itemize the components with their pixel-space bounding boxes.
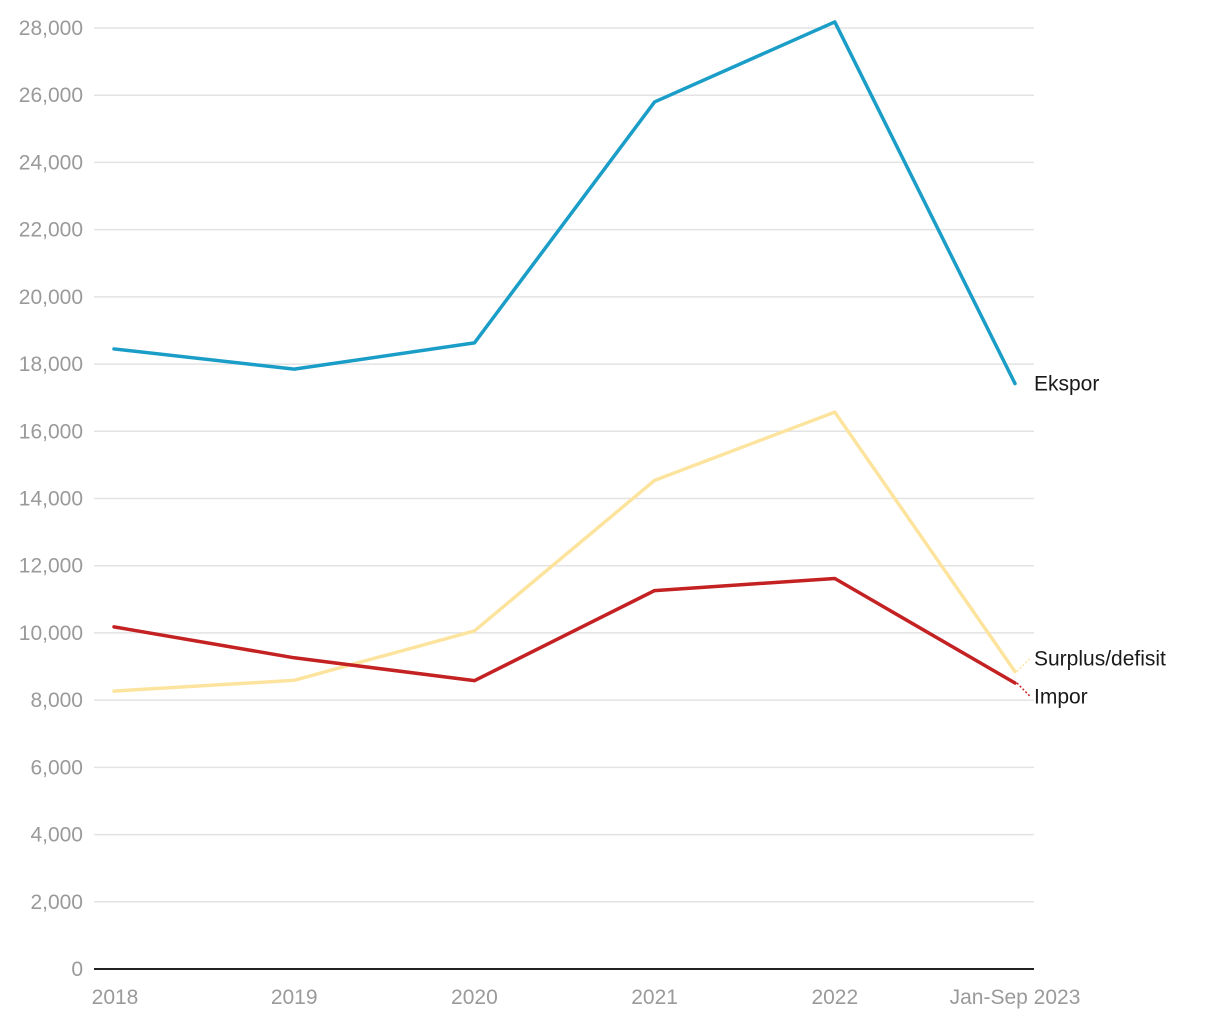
y-tick-label: 12,000 (19, 555, 83, 578)
x-tick-label: 2021 (631, 986, 678, 1009)
y-tick-label: 0 (71, 958, 83, 981)
y-tick-label: 18,000 (19, 353, 83, 376)
x-axis-tick-labels: 2018 2019 2020 2021 2022 Jan-Sep 2023 (92, 986, 1081, 1009)
y-axis-tick-labels: 0 2,000 4,000 6,000 8,000 10,000 12,000 14,000 1… (19, 17, 83, 981)
y-tick-label: 28,000 (19, 17, 83, 40)
y-tick-label: 24,000 (19, 151, 83, 174)
y-tick-label: 10,000 (19, 622, 83, 645)
series-label-connector-impor (1016, 682, 1031, 697)
series-lines (112, 20, 1017, 693)
series-label-ekspor: Ekspor (1034, 373, 1099, 396)
series-labels: Ekspor Surplus/defisit Impor (1016, 373, 1166, 708)
grid-lines (94, 27, 1034, 903)
x-tick-label: 2020 (451, 986, 498, 1009)
x-tick-label: 2018 (92, 986, 139, 1009)
series-line-ekspor (112, 20, 1017, 386)
y-tick-label: 6,000 (30, 756, 83, 779)
series-label-connector-surplus (1016, 657, 1031, 673)
y-tick-label: 4,000 (30, 824, 83, 847)
series-line-impor (112, 576, 1017, 685)
y-tick-label: 8,000 (30, 689, 83, 712)
y-tick-label: 20,000 (19, 286, 83, 309)
y-tick-label: 22,000 (19, 219, 83, 242)
y-tick-label: 26,000 (19, 84, 83, 107)
x-tick-label: Jan-Sep 2023 (950, 986, 1081, 1009)
y-tick-label: 14,000 (19, 488, 83, 511)
series-line-surplus (112, 410, 1017, 693)
x-tick-label: 2019 (271, 986, 318, 1009)
y-tick-label: 16,000 (19, 420, 83, 443)
y-tick-label: 2,000 (30, 891, 83, 914)
series-label-impor: Impor (1034, 685, 1088, 708)
series-label-surplus: Surplus/defisit (1034, 647, 1166, 670)
x-tick-label: 2022 (811, 986, 858, 1009)
